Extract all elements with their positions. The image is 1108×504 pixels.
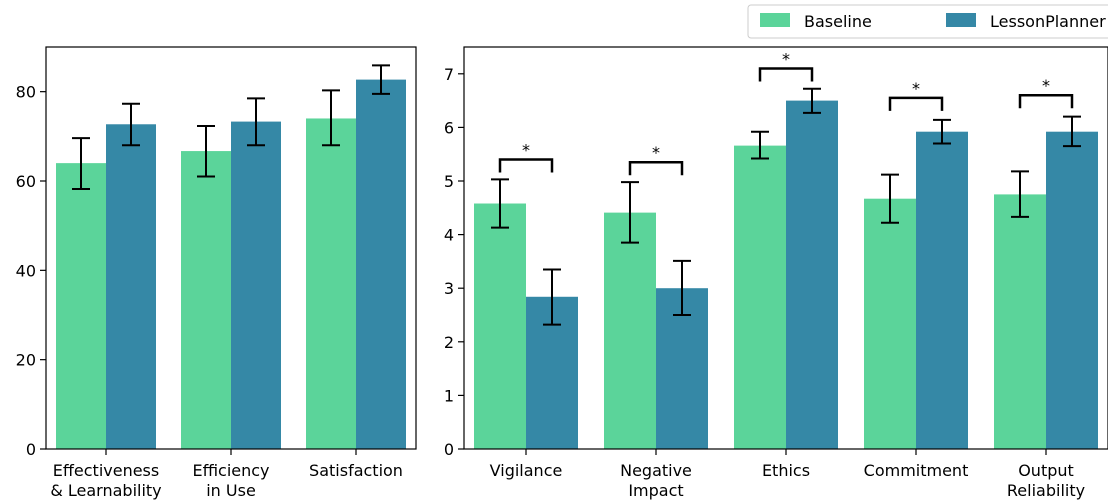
y-tick-label: 6 bbox=[444, 118, 454, 137]
x-tick-label: Satisfaction bbox=[309, 461, 403, 480]
y-tick-label: 5 bbox=[444, 172, 454, 191]
legend: Baseline LessonPlanner bbox=[747, 4, 1108, 39]
x-tick-label: Effectiveness bbox=[53, 461, 159, 480]
bar-lessonplanner-2 bbox=[786, 100, 838, 449]
y-tick-label: 0 bbox=[26, 440, 36, 459]
bar-baseline-4 bbox=[994, 194, 1046, 449]
legend-label-lessonplanner: LessonPlanner bbox=[990, 12, 1106, 31]
significance-star: * bbox=[522, 141, 530, 160]
significance-star: * bbox=[912, 79, 920, 98]
legend-swatch-lessonplanner bbox=[946, 13, 976, 27]
x-tick-label: Output bbox=[1018, 461, 1074, 480]
x-tick-label: Efficiency bbox=[192, 461, 269, 480]
x-tick-label: in Use bbox=[206, 481, 256, 500]
bar-baseline-2 bbox=[734, 145, 786, 449]
chart-panel-1: 0 20 40 60 80 Effectiveness& Learnability Effi… bbox=[16, 46, 417, 500]
bar-lessonplanner-2 bbox=[356, 79, 406, 450]
y-tick-label: 20 bbox=[16, 351, 36, 370]
y-tick-label: 0 bbox=[444, 440, 454, 459]
bar-lessonplanner-4 bbox=[1046, 131, 1098, 450]
significance-bracket bbox=[1018, 93, 1074, 109]
x-tick-label: Impact bbox=[628, 481, 683, 500]
y-tick-label: 1 bbox=[444, 386, 454, 405]
significance-star: * bbox=[1042, 76, 1050, 95]
x-tick-label: Commitment bbox=[864, 461, 969, 480]
x-tick-label: Ethics bbox=[762, 461, 810, 480]
y-tick-label: 3 bbox=[444, 279, 454, 298]
significance-bracket bbox=[498, 158, 554, 173]
legend-box bbox=[747, 4, 1108, 39]
bar-baseline-0 bbox=[56, 163, 106, 449]
significance-star: * bbox=[652, 143, 660, 162]
legend-label-baseline: Baseline bbox=[804, 12, 872, 31]
x-tick-label: Vigilance bbox=[490, 461, 563, 480]
legend-swatch-baseline bbox=[760, 13, 790, 27]
y-tick-label: 60 bbox=[16, 172, 36, 191]
bar-baseline-0 bbox=[474, 203, 526, 449]
y-tick-label: 2 bbox=[444, 333, 454, 352]
significance-star: * bbox=[782, 49, 790, 68]
bar-baseline-3 bbox=[864, 198, 916, 449]
y-tick-label: 40 bbox=[16, 261, 36, 280]
significance-bracket bbox=[758, 67, 814, 82]
significance-bracket bbox=[628, 160, 684, 176]
significance-bracket bbox=[888, 96, 944, 111]
bar-baseline-1 bbox=[181, 151, 231, 449]
y-tick-label: 4 bbox=[444, 226, 454, 245]
bar-baseline-2 bbox=[306, 118, 356, 449]
bar-baseline-1 bbox=[604, 212, 656, 449]
x-tick-label: Negative bbox=[620, 461, 692, 480]
x-tick-label: Reliability bbox=[1007, 481, 1085, 500]
bar-lessonplanner-1 bbox=[231, 121, 281, 450]
bar-lessonplanner-3 bbox=[916, 131, 968, 450]
y-tick-label: 7 bbox=[444, 65, 454, 84]
x-tick-label: & Learnability bbox=[50, 481, 161, 500]
y-tick-label: 80 bbox=[16, 83, 36, 102]
bar-lessonplanner-0 bbox=[106, 124, 156, 450]
